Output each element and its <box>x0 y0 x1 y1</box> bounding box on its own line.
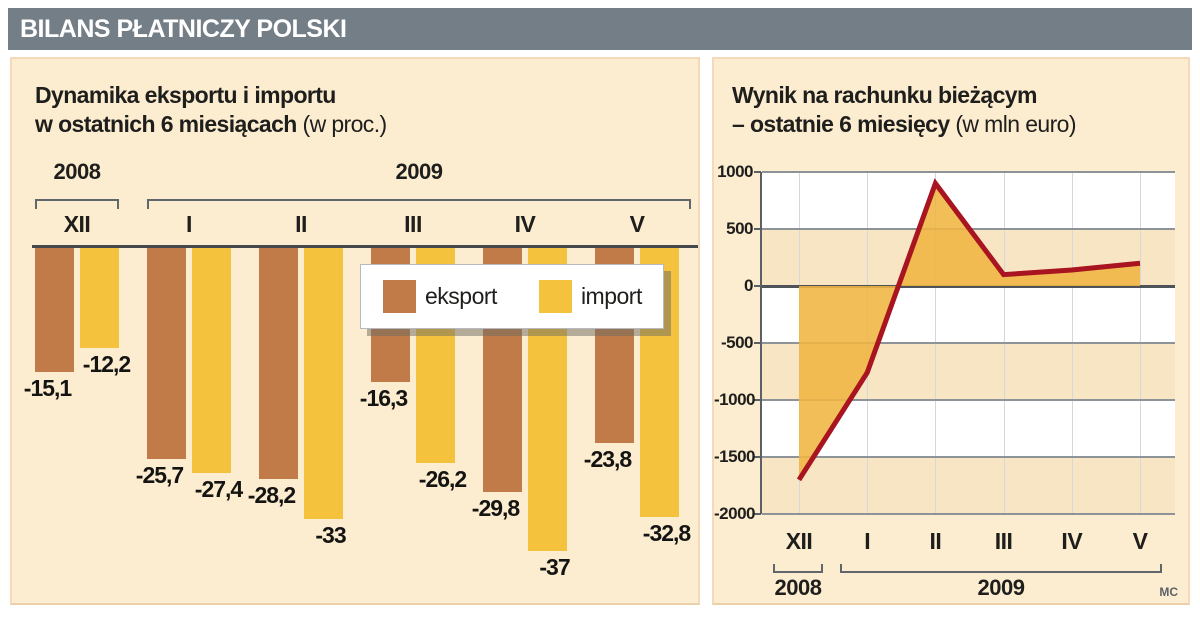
left-month-II: II <box>295 211 307 237</box>
right-chart-title: Wynik na rachunku bieżącym – ostatnie 6 … <box>732 81 1077 139</box>
y-tick-label--1000: -1000 <box>714 390 755 409</box>
plot-band-5 <box>762 457 1175 514</box>
y-tick-1000 <box>754 171 761 173</box>
left-month-III: III <box>404 211 422 237</box>
bar-value-import-XII: -12,2 <box>82 351 131 377</box>
y-tick--2000 <box>754 513 761 515</box>
left-year-2008: 2008 <box>53 159 101 184</box>
legend: eksport import <box>360 264 664 329</box>
right-bracket-2009 <box>840 564 1162 573</box>
left-month-XII: XII <box>63 211 91 237</box>
right-month-III: III <box>994 528 1013 554</box>
left-chart-title-unit: (w proc.) <box>296 111 388 137</box>
h-gridline-0 <box>762 285 1175 288</box>
y-tick--1500 <box>754 456 761 458</box>
bar-import-XII <box>80 248 119 348</box>
y-tick-label-500: 500 <box>726 219 753 238</box>
right-month-V: V <box>1132 528 1148 554</box>
y-tick--500 <box>754 342 761 344</box>
bar-eksport-I <box>147 248 186 459</box>
h-gridline--2000 <box>762 513 1175 515</box>
left-chart-title: Dynamika eksportu i importu w ostatnich … <box>35 81 387 139</box>
right-month-IV: IV <box>1061 528 1083 554</box>
bar-import-I <box>192 248 231 473</box>
h-gridline--500 <box>762 342 1175 344</box>
bar-import-II <box>304 248 343 519</box>
left-month-I: I <box>186 211 192 237</box>
y-tick-label-1000: 1000 <box>717 162 753 181</box>
bar-value-eksport-IV: -29,8 <box>471 495 520 521</box>
right-month-XII: XII <box>785 528 813 554</box>
right-y-axis-line <box>760 172 763 514</box>
bar-value-eksport-II: -28,2 <box>247 482 296 508</box>
y-tick-500 <box>754 228 761 230</box>
title-bar: BILANS PŁATNICZY POLSKI <box>8 8 1192 50</box>
left-chart-title-line2: w ostatnich 6 miesiącach <box>35 111 297 137</box>
legend-label-import: import <box>580 283 642 309</box>
credit-initials: MC <box>1159 585 1178 599</box>
page-title: BILANS PŁATNICZY POLSKI <box>20 14 347 43</box>
bar-eksport-XII <box>35 248 74 372</box>
y-tick-label--1500: -1500 <box>714 447 755 466</box>
legend-label-eksport: eksport <box>425 283 497 309</box>
y-tick-0 <box>754 285 761 287</box>
left-month-V: V <box>629 211 645 237</box>
right-chart-title-unit: (w mln euro) <box>949 111 1076 137</box>
bar-value-eksport-V: -23,8 <box>583 446 632 472</box>
bar-value-import-IV: -37 <box>539 554 570 580</box>
left-zero-axis <box>32 245 698 248</box>
left-chart-title-line1: Dynamika eksportu i importu <box>35 82 336 108</box>
left-month-IV: IV <box>514 211 536 237</box>
left-bracket-2009 <box>147 199 691 209</box>
bar-value-import-II: -33 <box>315 522 346 548</box>
y-tick--1000 <box>754 399 761 401</box>
data-line <box>796 178 1141 482</box>
import-swatch <box>538 280 572 313</box>
right-bracket-2008 <box>773 564 823 573</box>
bar-value-import-V: -32,8 <box>642 520 691 546</box>
export-import-chart-panel: Dynamika eksportu i importu w ostatnich … <box>10 57 700 605</box>
right-year-2008: 2008 <box>774 575 822 600</box>
h-gridline-1000 <box>762 171 1175 173</box>
line-area-svg <box>796 178 1141 482</box>
left-year-2009: 2009 <box>395 159 443 184</box>
eksport-swatch <box>383 280 416 313</box>
line-chart-plot <box>762 171 1175 515</box>
right-year-2009: 2009 <box>977 575 1025 600</box>
bar-value-import-III: -26,2 <box>418 466 467 492</box>
bar-eksport-II <box>259 248 298 479</box>
bar-value-import-I: -27,4 <box>194 476 243 502</box>
right-month-I: I <box>864 528 871 554</box>
legend-item-import: import <box>538 280 642 313</box>
area-fill <box>799 183 1140 480</box>
y-tick-label-0: 0 <box>744 276 753 295</box>
y-tick-label--2000: -2000 <box>714 504 755 523</box>
plot-band-0 <box>762 172 1175 229</box>
bar-value-eksport-XII: -15,1 <box>23 375 72 401</box>
h-gridline--1000 <box>762 399 1175 401</box>
current-account-chart-panel: Wynik na rachunku bieżącym – ostatnie 6 … <box>712 57 1190 605</box>
y-tick-label--500: -500 <box>720 333 754 352</box>
bar-value-eksport-I: -25,7 <box>135 462 184 488</box>
left-bracket-2008 <box>35 199 119 209</box>
legend-item-eksport: eksport <box>383 280 497 313</box>
right-month-II: II <box>929 528 942 554</box>
h-gridline--1500 <box>762 456 1175 458</box>
bar-value-eksport-III: -16,3 <box>359 385 408 411</box>
right-chart-title-line1: Wynik na rachunku bieżącym <box>732 82 1037 108</box>
right-chart-title-line2: – ostatnie 6 miesięcy <box>732 111 950 137</box>
